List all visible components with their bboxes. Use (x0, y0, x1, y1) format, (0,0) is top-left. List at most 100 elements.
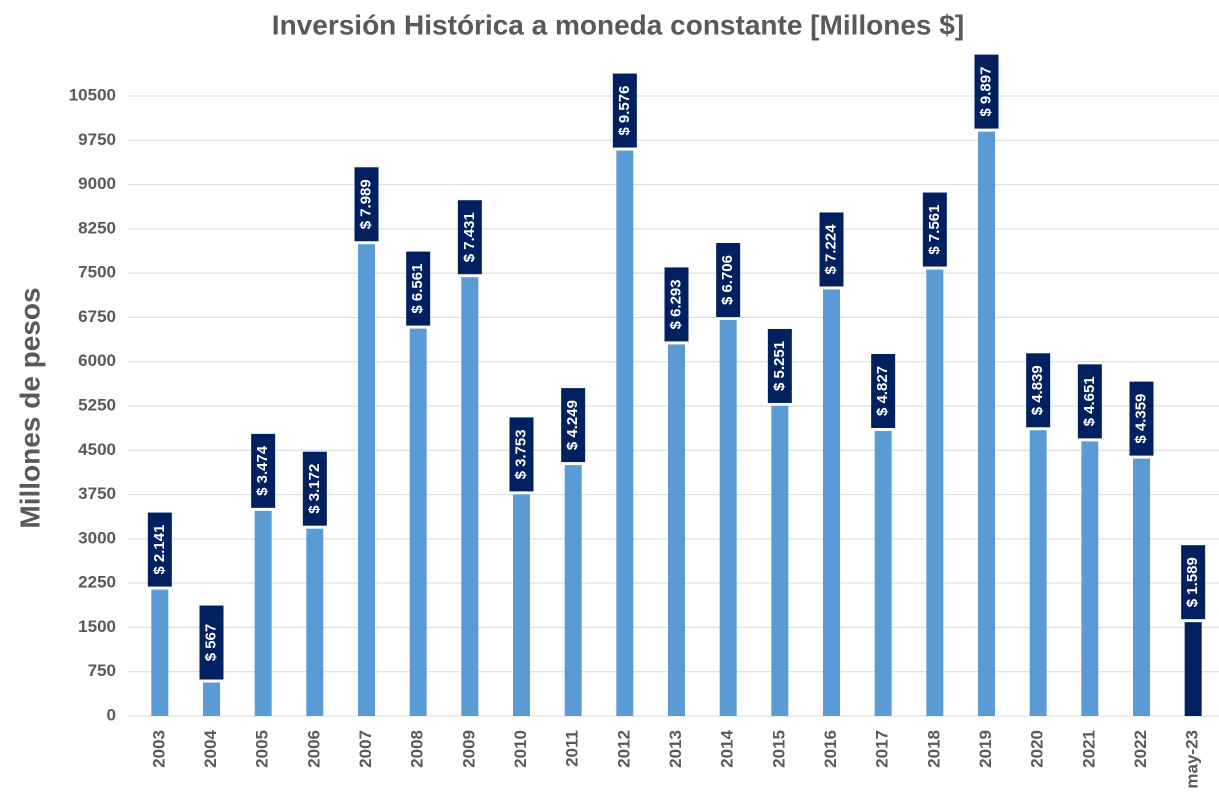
value-label-box (199, 605, 224, 680)
value-label: $ 567 (202, 624, 219, 662)
x-tick-label: 2020 (1028, 730, 1047, 768)
x-tick-label: 2015 (769, 730, 788, 768)
x-tick-label: 2003 (149, 730, 168, 768)
bar (926, 269, 944, 716)
value-label: $ 7.224 (822, 224, 839, 275)
y-tick-label: 6750 (78, 307, 116, 326)
value-label: $ 5.251 (771, 341, 788, 391)
bar (1081, 441, 1099, 716)
value-label: $ 3.753 (512, 429, 529, 479)
value-label: $ 1.589 (1184, 557, 1201, 607)
x-tick-label: 2014 (718, 729, 737, 767)
value-label-box (664, 267, 689, 342)
value-label-box (561, 388, 586, 463)
bar (513, 494, 530, 716)
value-label-box (1077, 364, 1102, 439)
x-tick-label: 2008 (408, 730, 427, 768)
y-tick-label: 3000 (78, 528, 116, 547)
y-tick-label: 9750 (78, 130, 116, 149)
y-tick-label: 9000 (78, 174, 116, 193)
x-tick-label: 2019 (976, 730, 995, 768)
y-tick-label: 5250 (78, 395, 116, 414)
bar (1133, 458, 1150, 716)
value-label: $ 4.359 (1132, 394, 1149, 444)
value-label: $ 6.293 (667, 279, 684, 329)
value-label: $ 7.431 (461, 212, 478, 262)
y-tick-label: 0 (107, 705, 116, 724)
bar (874, 430, 892, 716)
bar (254, 510, 272, 716)
value-label-box (1026, 353, 1051, 428)
value-label-box (302, 451, 327, 526)
value-label: $ 4.651 (1081, 376, 1098, 426)
value-label: $ 4.249 (564, 400, 581, 450)
value-label-box (974, 54, 999, 129)
value-label: $ 3.474 (254, 445, 271, 496)
bar (461, 277, 479, 716)
chart-title: Inversión Histórica a moneda constante [… (272, 9, 964, 40)
bar (668, 344, 685, 716)
value-label: $ 3.172 (306, 464, 323, 514)
y-tick-label: 7500 (78, 263, 116, 282)
value-label-box (922, 192, 947, 267)
x-tick-label: 2013 (666, 730, 685, 768)
value-label-box (612, 73, 637, 148)
bar (1184, 622, 1202, 716)
value-label: $ 7.989 (357, 179, 374, 229)
y-tick-label: 2250 (78, 573, 116, 592)
x-tick-label: 2018 (924, 730, 943, 768)
bar (978, 131, 995, 716)
value-label-box (716, 243, 741, 318)
value-label: $ 9.897 (977, 67, 994, 117)
x-tick-label: 2016 (821, 730, 840, 768)
value-label-box (354, 167, 379, 242)
x-tick-label: 2007 (356, 730, 375, 768)
y-tick-label: 10500 (69, 85, 116, 104)
bar (203, 682, 220, 716)
x-tick-label: 2004 (201, 729, 220, 767)
bar (719, 320, 737, 716)
value-label-box (251, 433, 276, 508)
value-label-box (147, 512, 172, 587)
value-label-box (819, 212, 844, 287)
x-tick-label: 2006 (304, 730, 323, 768)
y-tick-label: 750 (88, 661, 116, 680)
value-label: $ 2.141 (151, 525, 168, 575)
value-label-box (509, 417, 534, 492)
value-label: $ 7.561 (926, 205, 943, 255)
bar (358, 244, 375, 717)
x-tick-label: 2011 (563, 730, 582, 767)
x-tick-label: 2009 (459, 730, 478, 768)
bar (409, 328, 427, 716)
x-tick-label: 2012 (614, 730, 633, 768)
bar (823, 289, 840, 716)
value-label: $ 6.561 (409, 264, 426, 314)
bar (306, 528, 324, 716)
bar (616, 150, 634, 716)
value-label-box (457, 200, 482, 275)
x-tick-label: 2017 (873, 730, 892, 768)
value-label: $ 4.839 (1029, 365, 1046, 415)
x-tick-label: 2005 (253, 730, 272, 768)
value-label-box (406, 251, 431, 326)
bar (151, 589, 169, 716)
value-label-box (1129, 381, 1154, 456)
value-label: $ 4.827 (874, 366, 891, 416)
value-label: $ 6.706 (719, 255, 736, 305)
y-tick-label: 6000 (78, 351, 116, 370)
y-tick-label: 4500 (78, 440, 116, 459)
x-tick-label: may-23 (1183, 730, 1202, 789)
x-tick-label: 2010 (511, 730, 530, 768)
y-axis-label: Millones de pesos (14, 287, 45, 528)
value-label-box (1181, 545, 1206, 620)
y-tick-label: 3750 (78, 484, 116, 503)
value-label: $ 9.576 (616, 86, 633, 136)
value-label-box (767, 328, 792, 403)
bar (1029, 430, 1047, 716)
y-tick-label: 1500 (78, 617, 116, 636)
x-tick-label: 2022 (1131, 730, 1150, 768)
x-tick-label: 2021 (1079, 730, 1098, 768)
bar (771, 405, 789, 716)
y-tick-label: 8250 (78, 218, 116, 237)
